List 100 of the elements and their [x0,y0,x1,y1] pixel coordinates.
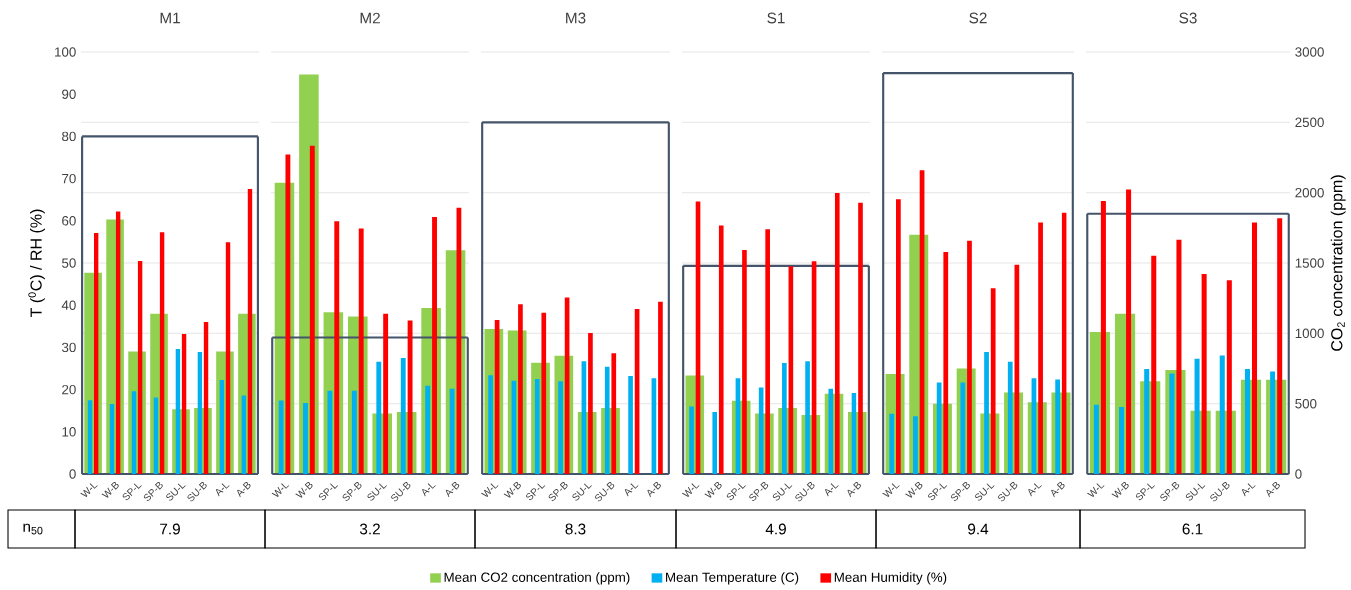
text: 3.2 [359,523,380,535]
bar [718,225,724,474]
x-tick-label: A-B [445,482,460,498]
bar [913,416,918,474]
x-tick-label: A-B [1266,482,1280,498]
bar [1219,355,1225,474]
bar [334,221,340,474]
bar [241,395,247,474]
x-tick-label: SP-L [318,483,339,501]
y-tick-label: 40 [61,300,76,310]
chart-title: S3 [1179,12,1197,24]
text: 9.4 [968,523,989,535]
bar [1144,368,1150,474]
y-tick-label: 30 [61,342,76,353]
text: 8.3 [565,523,586,535]
bar [1038,222,1043,474]
y-tick-label: 90 [62,89,76,99]
bar [1194,358,1200,474]
bar [765,229,770,474]
bar [1169,373,1175,474]
y2-tick-label: 1500 [1295,258,1324,268]
bar [782,363,787,474]
x-tick-label: A-L [624,483,639,497]
legend-label: Mean Temperature (C) [666,572,799,585]
bar [449,388,455,474]
y-tick-label: 60 [62,216,76,226]
bar [1277,218,1283,474]
bar [1119,406,1125,474]
x-tick-label: SP-L [526,483,546,501]
y2-tick-label: 0 [1295,469,1302,479]
text: n$_{50}$ [23,523,43,535]
x-tick-label: SP-L [1135,483,1155,501]
x-tick-label: A-L [1028,483,1042,497]
y2-tick-label: 3000 [1295,47,1324,57]
y2-axis-title: CO$_{2}$ concentration (ppm) [1330,175,1346,351]
y2-tick-label: 2500 [1295,117,1324,128]
bar [351,390,357,474]
bar [432,217,437,474]
bar [805,361,810,474]
bar [1176,239,1182,474]
bar [1226,280,1232,474]
bar [303,403,308,474]
text: 7.9 [160,523,180,535]
x-tick-label: W-B [295,482,313,498]
bar [87,400,93,474]
chart-title: M1 [160,12,180,24]
x-tick-label: A-L [1241,483,1256,497]
bar [712,411,718,474]
x-tick-label: A-B [647,482,661,498]
bar [400,357,406,474]
x-tick-label: W-L [271,483,290,497]
bar [1151,255,1157,474]
bar [153,397,159,474]
bar [327,390,333,474]
y2-tick-label: 2000 [1295,187,1324,198]
x-tick-label: A-B [237,482,251,498]
bar [425,385,431,474]
text: 4.9 [765,523,786,535]
y-tick-label: 50 [62,258,76,268]
x-tick-label: A-L [215,483,230,497]
bar [628,376,633,474]
x-tick-label: A-B [847,482,861,498]
bar [518,304,523,474]
bar [1270,371,1276,474]
x-tick-label: A-L [422,483,436,497]
chart-title: M3 [566,12,586,24]
y-tick-label: 20 [62,384,76,395]
y2-tick-label: 1000 [1295,328,1324,339]
chart-title: S2 [969,12,987,24]
x-tick-label: W-L [1087,483,1105,497]
bar [742,249,747,474]
x-tick-label: W-B [704,482,722,498]
bar [588,333,593,474]
x-tick-label: W-L [681,483,700,497]
bar [1201,273,1207,474]
bar [1244,368,1250,474]
x-tick-label: W-L [481,483,499,497]
bar [131,391,137,474]
x-tick-label: SP-L [928,483,948,501]
chart-title: M2 [360,12,380,24]
y2-tick-label: 500 [1295,398,1317,409]
bar [984,352,989,474]
bar [407,320,413,474]
y-tick-label: 100 [55,47,76,57]
x-tick-label: SP-L [726,483,746,501]
bar [689,406,694,474]
bar [889,413,895,474]
bar [488,375,493,474]
x-tick-label: W-L [80,483,98,497]
legend-label: Mean CO2 concentration (ppm) [444,572,630,585]
bar [109,403,115,474]
y-tick-label: 10 [62,427,76,437]
x-tick-label: W-L [882,483,900,497]
y-axis-title: T ($^{0}$C) / RH (%) [28,209,45,318]
x-tick-label: SP-L [122,483,142,501]
text: 6.1 [1182,523,1203,535]
x-tick-label: A-L [825,483,839,497]
x-tick-label: W-B [101,482,119,498]
y-tick-label: 0 [69,469,76,479]
bar [558,381,563,474]
